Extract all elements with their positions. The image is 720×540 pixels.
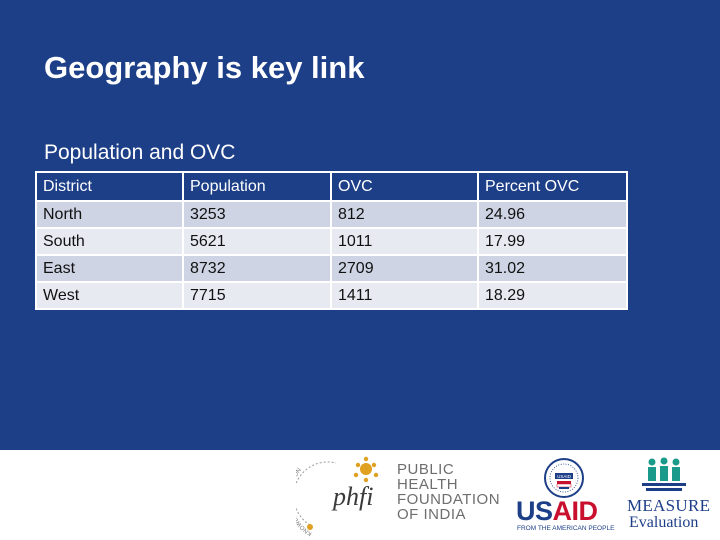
cell-percent-ovc: 31.02 — [477, 254, 628, 283]
measure-wordmark: MEASURE — [627, 496, 711, 515]
measure-subtitle: Evaluation — [629, 514, 699, 531]
table-row: North 3253 812 24.96 — [35, 200, 628, 229]
table-row: West 7715 1411 18.29 — [35, 281, 628, 310]
ovc-table: District Population OVC Percent OVC Nort… — [35, 171, 628, 310]
usaid-seal-icon: USAID — [544, 458, 584, 498]
cell-population: 5621 — [182, 227, 332, 256]
table-header-row: District Population OVC Percent OVC — [35, 171, 628, 202]
svg-text:USAID: USAID — [557, 474, 572, 479]
cell-ovc: 812 — [330, 200, 479, 229]
cell-percent-ovc: 18.29 — [477, 281, 628, 310]
header-district: District — [35, 171, 184, 202]
header-percent-ovc: Percent OVC — [477, 171, 628, 202]
phfi-name: PUBLIC HEALTH FOUNDATION OF INDIA — [397, 462, 500, 522]
svg-text:KNOWLEDGE TO ACTION: KNOWLEDGE TO ACTION — [296, 467, 313, 536]
cell-district: South — [35, 227, 184, 256]
cell-district: East — [35, 254, 184, 283]
usaid-wordmark: USAID — [516, 496, 598, 527]
phfi-logo-icon — [296, 456, 379, 530]
cell-ovc: 1411 — [330, 281, 479, 310]
usaid-prefix: US — [516, 496, 553, 526]
phfi-wordmark: phfi — [333, 482, 374, 511]
usaid-tagline: FROM THE AMERICAN PEOPLE — [517, 525, 615, 532]
cell-district: North — [35, 200, 184, 229]
cell-population: 8732 — [182, 254, 332, 283]
usaid-suffix: AID — [552, 496, 599, 526]
header-population: Population — [182, 171, 332, 202]
cell-population: 3253 — [182, 200, 332, 229]
slide-subtitle: Population and OVC — [44, 141, 236, 164]
table-row: East 8732 2709 31.02 — [35, 254, 628, 283]
cell-ovc: 2709 — [330, 254, 479, 283]
phfi-line: OF INDIA — [397, 506, 467, 523]
phfi-line: PUBLIC — [397, 461, 455, 478]
cell-ovc: 1011 — [330, 227, 479, 256]
table-row: South 5621 1011 17.99 — [35, 227, 628, 256]
cell-percent-ovc: 17.99 — [477, 227, 628, 256]
slide-title: Geography is key link — [44, 50, 365, 85]
cell-district: West — [35, 281, 184, 310]
phfi-ring-text: KNOWLEDGE TO ACTION — [296, 467, 313, 536]
measure-people-icon — [642, 457, 686, 491]
cell-percent-ovc: 24.96 — [477, 200, 628, 229]
cell-population: 7715 — [182, 281, 332, 310]
phfi-line: HEALTH — [397, 476, 459, 493]
header-ovc: OVC — [330, 171, 479, 202]
phfi-line: FOUNDATION — [397, 491, 501, 508]
